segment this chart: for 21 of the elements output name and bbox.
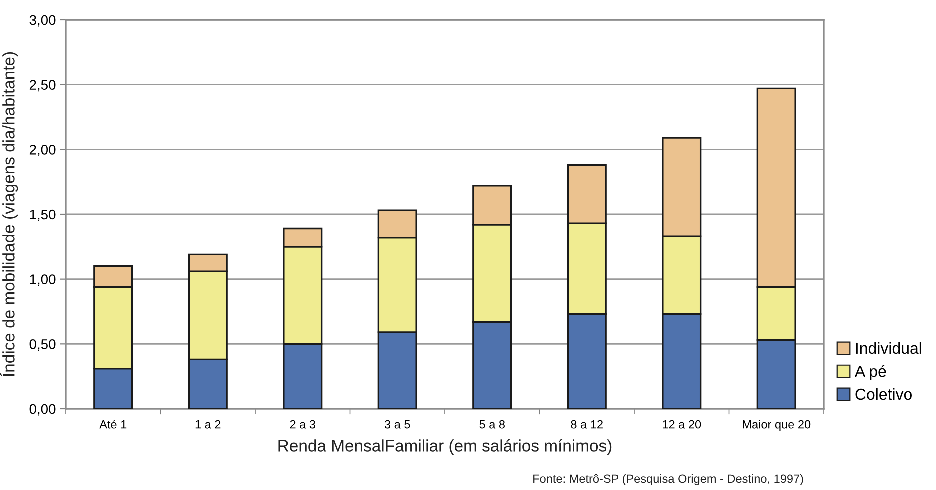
y-tick-label: 2,50 (30, 80, 56, 92)
y-axis-title: Índice de mobilidade (viagens dia/habitante) (0, 52, 18, 376)
y-tick-label: 2,00 (30, 145, 56, 156)
source-note: Fonte: Metrô-SP (Pesquisa Origem - Destino, 1997) (534, 474, 804, 486)
x-tick-label: Maior que 20 (743, 420, 811, 432)
y-tick-label: 0,50 (30, 340, 56, 351)
x-tick-label: 3 a 5 (384, 420, 410, 429)
x-tick-label: 12 a 20 (663, 420, 702, 429)
legend-label: Individual (856, 342, 922, 354)
x-tick-label: 8 a 12 (571, 420, 603, 429)
x-tick-label: Até 1 (100, 420, 127, 429)
x-tick-label: 5 a 8 (480, 420, 505, 429)
legend-label: Coletivo (856, 388, 912, 400)
x-tick-label: 2 a 3 (290, 420, 316, 429)
y-tick-label: 3,00 (30, 15, 56, 27)
y-tick-label: 1,50 (30, 210, 56, 222)
y-tick-label: 1,00 (30, 274, 56, 286)
legend-label: A pé (854, 365, 886, 380)
y-tick-label: 0,00 (30, 404, 56, 416)
x-axis-title: Renda MensalFamiliar (em salários mínimos) (278, 439, 612, 456)
x-tick-label: 1 a 2 (196, 420, 221, 429)
